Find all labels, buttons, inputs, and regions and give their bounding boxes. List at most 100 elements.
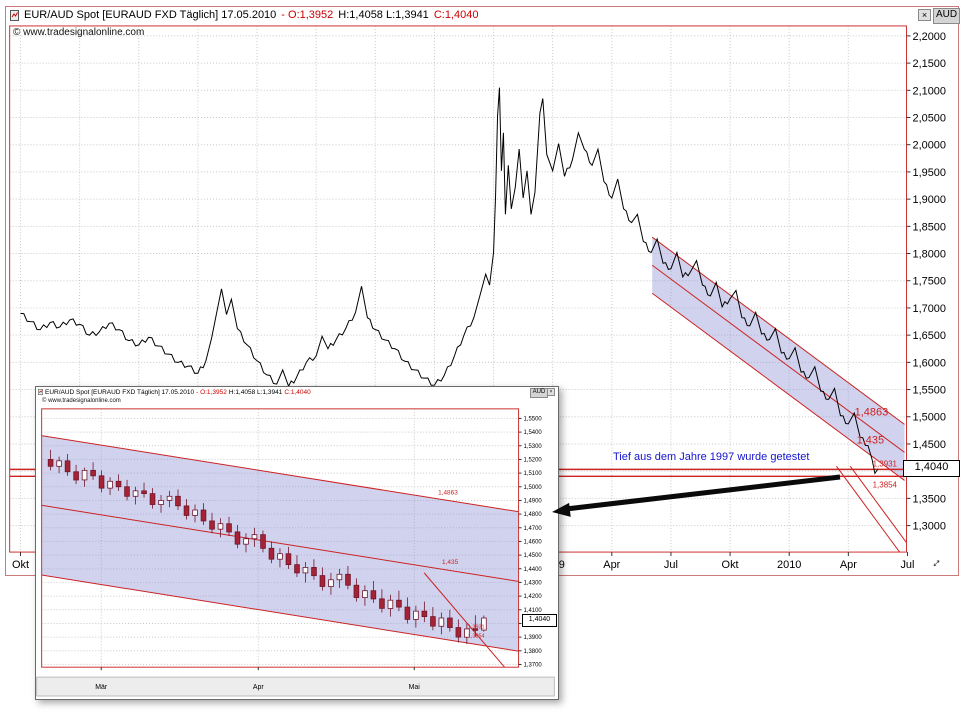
bear — [447, 617, 453, 628]
bull — [56, 460, 62, 467]
inset-titlebar[interactable]: EUR/AUD Spot [EURAUD FXD Täglich] 17.05.… — [36, 387, 311, 397]
bear — [90, 469, 96, 477]
bull — [158, 500, 164, 505]
inset-chart-canvas[interactable]: 1,5500 1,5400 1,5300 1,5200 1,5100 1,5000 1,49… — [36, 387, 556, 697]
ylab-sm: 1,5500 — [524, 416, 543, 422]
xlab-sm: Mai — [409, 684, 421, 691]
inset-watermark: © www.tradesignalonline.com — [42, 398, 121, 404]
ohlc-close: C:1,4040 — [433, 9, 479, 21]
chan-line — [41, 574, 519, 652]
main-titlebar[interactable]: EUR/AUD Spot [EURAUD FXD Täglich] 17.05.… — [6, 7, 478, 23]
ylab: 1,6500 — [912, 330, 946, 342]
bear — [98, 475, 105, 489]
xlab: Apr — [603, 559, 620, 571]
chan-line — [651, 292, 905, 481]
bull — [107, 480, 113, 489]
bear — [141, 490, 147, 495]
ylab: 2,0000 — [912, 140, 946, 152]
bear — [294, 564, 300, 574]
bull — [81, 469, 88, 481]
ohlc-highlow: H:1,4058 L:1,3941 — [338, 9, 429, 21]
ylab-sm: 1,4500 — [524, 553, 543, 559]
bear — [209, 520, 215, 530]
bull — [336, 573, 343, 581]
chan-line — [41, 504, 519, 582]
rlab-xxs: 1,3931 — [468, 624, 485, 630]
ylab: 2,1500 — [912, 58, 946, 70]
bear — [149, 493, 156, 505]
inset-window-title: EUR/AUD Spot [EURAUD FXD Täglich] 17.05.… — [45, 388, 195, 396]
rlab-xs: 1,435 — [442, 559, 459, 566]
close-button[interactable]: × — [918, 9, 931, 21]
xlab: 2010 — [777, 559, 801, 571]
chan-line — [849, 465, 907, 544]
bear — [404, 606, 411, 620]
ylab-sm: 1,4100 — [524, 608, 543, 614]
xlab-sm: Apr — [253, 684, 264, 691]
chan-line — [651, 264, 905, 453]
ylab-sm: 1,3800 — [524, 649, 543, 655]
ylab-sm: 1,5100 — [524, 471, 543, 477]
ylab-sm: 1,4400 — [524, 567, 543, 573]
ylab-sm: 1,4200 — [524, 594, 543, 600]
rlab: 1,4863 — [855, 407, 889, 419]
bull — [192, 509, 198, 516]
resize-icon[interactable]: ↕ — [926, 555, 948, 571]
inset-currency-label: AUD — [530, 388, 548, 398]
ylab: 1,3500 — [912, 493, 946, 505]
bear — [430, 616, 436, 627]
ylab-sm: 1,4700 — [524, 526, 543, 532]
ohlc-open: - O:1,3952 — [281, 9, 334, 21]
window-icon — [10, 9, 19, 21]
bear — [200, 509, 207, 522]
currency-label: AUD — [933, 8, 960, 24]
frame — [41, 408, 520, 668]
bear — [370, 590, 377, 600]
bear — [47, 459, 54, 467]
bull — [243, 538, 249, 545]
watermark: © www.tradesignalonline.com — [13, 27, 145, 38]
ylab: 1,8500 — [912, 221, 946, 233]
bull — [438, 617, 445, 627]
bull — [362, 590, 368, 598]
inset-price-box: 1,4040 — [522, 614, 557, 627]
bull — [387, 599, 394, 609]
bull — [481, 617, 487, 631]
bull — [328, 579, 334, 588]
bear — [455, 627, 462, 638]
bear — [73, 471, 79, 481]
ylab-sm: 1,4900 — [524, 498, 543, 504]
ylab-sm: 1,3700 — [524, 662, 543, 668]
rlab: 1,435 — [857, 434, 884, 446]
bear — [285, 553, 292, 566]
bear — [421, 610, 428, 618]
bull — [132, 490, 139, 497]
bear — [64, 460, 71, 473]
bear — [472, 628, 479, 631]
window-title: EUR/AUD Spot [EURAUD FXD Täglich] 17.05.… — [24, 9, 277, 21]
chan-line — [41, 435, 519, 513]
inset-chart-window[interactable]: 1,5500 1,5400 1,5300 1,5200 1,5100 1,5000 1,49… — [35, 386, 559, 700]
series — [20, 87, 879, 475]
inset-window-icon — [38, 389, 43, 395]
bear — [124, 486, 130, 497]
inset-close-button[interactable]: × — [547, 388, 555, 396]
ylab-sm: 1,5300 — [524, 444, 543, 450]
xlab: Apr — [840, 559, 857, 571]
bear — [115, 480, 122, 488]
rlab-s: 1,3931 — [873, 459, 898, 468]
bear — [183, 505, 190, 516]
bull — [166, 495, 173, 501]
strip — [36, 676, 555, 697]
ylab: 1,7000 — [912, 303, 946, 315]
bear — [311, 567, 317, 577]
ylab-sm: 1,5400 — [524, 430, 543, 436]
chan-line — [836, 465, 900, 553]
bull — [464, 628, 470, 638]
bear — [234, 531, 241, 545]
inset-ohlc-open: - O:1,3952 — [196, 388, 227, 396]
inset-ohlc-close: C:1,4040 — [284, 388, 311, 396]
ylab: 1,5000 — [912, 412, 946, 424]
bull — [413, 610, 419, 620]
bear — [345, 573, 351, 586]
